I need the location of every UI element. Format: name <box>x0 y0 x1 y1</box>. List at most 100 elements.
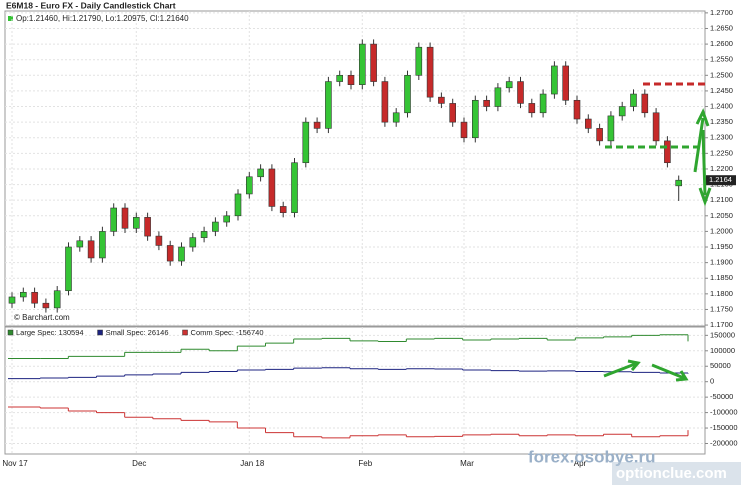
y-tick-label: 1.2450 <box>710 86 733 95</box>
x-tick-label: Jan 18 <box>240 459 265 468</box>
candle-body <box>19 291 27 298</box>
watermark: forex.osobye.ru <box>528 447 656 466</box>
candle-body <box>234 193 242 217</box>
cot-panel <box>4 326 706 455</box>
x-tick-label: Dec <box>132 459 146 468</box>
ohlc-swatch <box>8 16 13 21</box>
y-tick-label: 1.2650 <box>710 23 733 32</box>
x-tick-label: Nov 17 <box>2 459 28 468</box>
watermark-box <box>612 462 741 485</box>
y-tick-label: 1.2200 <box>710 164 733 173</box>
candle-body <box>596 128 603 142</box>
y-tick-label: 1.2350 <box>710 117 733 126</box>
candle-body <box>517 81 524 104</box>
candle-body <box>358 43 366 85</box>
candle-body <box>155 235 163 246</box>
candle-body <box>528 103 536 114</box>
candle-body <box>121 207 129 229</box>
y-tick-label: 1.2500 <box>710 70 733 79</box>
legend-label: Large Spec: 130594 <box>16 328 84 337</box>
y-tick-label: 50000 <box>710 361 731 370</box>
y-tick-label: 1.2250 <box>710 148 733 157</box>
y-tick-label: 1.2100 <box>710 195 733 204</box>
candle-body <box>460 121 468 139</box>
candle-body <box>664 140 671 164</box>
candle-body <box>178 246 185 262</box>
candle-body <box>325 81 332 129</box>
chart-title: E6M18 - Euro FX - Daily Candlestick Char… <box>6 0 176 10</box>
candle-body <box>166 245 174 262</box>
candle-body <box>223 215 230 223</box>
watermark: optionclue.com <box>616 465 727 482</box>
candle-body <box>65 246 72 292</box>
candle-body <box>200 231 208 238</box>
y-tick-label: 1.1800 <box>710 289 733 298</box>
y-tick-label: 1.2050 <box>710 211 733 220</box>
candle-body <box>144 217 151 237</box>
candle-body <box>675 179 683 187</box>
candle-body <box>246 176 253 195</box>
last-price-tag <box>706 175 736 186</box>
cot-down-arrow <box>651 363 689 382</box>
y-tick-label: -150000 <box>710 423 738 432</box>
y-tick-label: -200000 <box>710 438 738 447</box>
candle-body <box>381 81 389 123</box>
legend-swatch <box>97 329 103 336</box>
credit: © Barchart.com <box>14 313 70 322</box>
candle-body <box>110 207 117 232</box>
y-tick-label: 100000 <box>710 346 735 355</box>
candle-body <box>415 46 423 76</box>
candle-body <box>133 217 140 229</box>
candle-body <box>279 206 287 213</box>
candle-body <box>641 93 649 114</box>
candle-body <box>630 93 637 107</box>
legend-swatch <box>7 329 14 336</box>
candle-body <box>313 121 321 129</box>
y-tick-label: 1.2600 <box>710 39 733 48</box>
candle-body <box>212 221 219 232</box>
candle-body <box>652 112 660 142</box>
candle-body <box>449 103 457 123</box>
x-tick-label: Feb <box>358 459 372 468</box>
candle-body <box>607 115 615 142</box>
y-tick-label: 1.1900 <box>710 258 733 267</box>
y-tick-label: 1.2700 <box>710 8 733 17</box>
y-tick-label: 1.1750 <box>710 304 733 313</box>
y-tick-label: -50000 <box>710 392 733 401</box>
candle-body <box>426 46 434 98</box>
candle-body <box>31 291 38 304</box>
candle-body <box>257 168 264 178</box>
cot-up-arrow <box>603 359 641 378</box>
last-price-label: 1.2164 <box>709 175 732 184</box>
y-tick-label: 1.2300 <box>710 133 733 142</box>
candle-body <box>618 106 626 117</box>
candle-body <box>471 99 479 139</box>
y-tick-label: 1.1850 <box>710 273 733 282</box>
candle-body <box>483 99 490 107</box>
candle-body <box>494 87 502 107</box>
candle-body <box>53 290 61 309</box>
candle-body <box>336 75 344 82</box>
candle-body <box>99 231 106 259</box>
y-tick-label: 1.2000 <box>710 226 733 235</box>
candle-body <box>291 162 298 213</box>
candle-body <box>392 112 400 123</box>
candle-body <box>539 93 547 114</box>
legend-label: Comm Spec: -156740 <box>191 328 264 337</box>
candle-body <box>551 65 558 95</box>
candle-body <box>87 240 95 259</box>
candle-body <box>42 302 50 309</box>
candle-body <box>76 240 84 248</box>
candle-body <box>370 43 377 82</box>
x-tick-label: Mar <box>460 459 474 468</box>
candle-body <box>347 75 355 85</box>
candle-body <box>302 121 310 164</box>
ohlc-text: Op:1.21460, Hi:1.21790, Lo:1.20975, Cl:1… <box>16 14 189 23</box>
up-arrow <box>693 108 710 173</box>
y-tick-label: 1.1700 <box>710 320 733 329</box>
candle-body <box>438 96 445 104</box>
y-tick-label: -100000 <box>710 408 738 417</box>
y-tick-label: 0 <box>710 377 714 386</box>
down-arrow <box>698 129 712 207</box>
